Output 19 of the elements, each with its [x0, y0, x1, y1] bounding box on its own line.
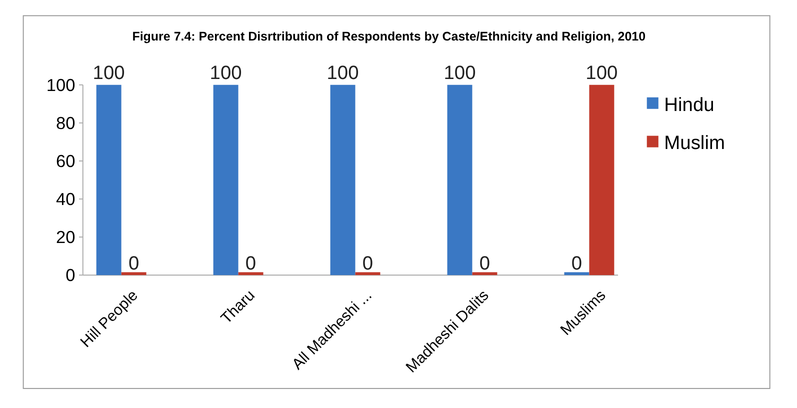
data-label: 100: [210, 63, 242, 84]
chart-title: Figure 7.4: Percent Disrtribution of Respondents by Caste/Ethnicity and Religion, 2010: [132, 30, 646, 44]
y-tick-label: 100: [46, 74, 76, 95]
data-label: 100: [444, 63, 476, 84]
data-label: 0: [571, 253, 582, 274]
y-tick-label: 80: [56, 112, 76, 133]
data-label: 0: [128, 253, 140, 274]
data-label: 100: [326, 63, 359, 84]
legend-label: Hindu: [664, 94, 714, 116]
y-tick-label: 40: [56, 189, 76, 210]
data-label: 0: [245, 253, 256, 274]
data-label: 0: [479, 253, 490, 274]
y-tick-label: 20: [56, 227, 76, 248]
y-tick-label: 0: [66, 265, 76, 286]
data-label: 100: [92, 63, 125, 84]
legend-label: Muslim: [664, 133, 725, 154]
data-label: 0: [362, 253, 374, 274]
y-tick-label: 60: [56, 151, 76, 172]
data-label: 100: [586, 63, 618, 84]
